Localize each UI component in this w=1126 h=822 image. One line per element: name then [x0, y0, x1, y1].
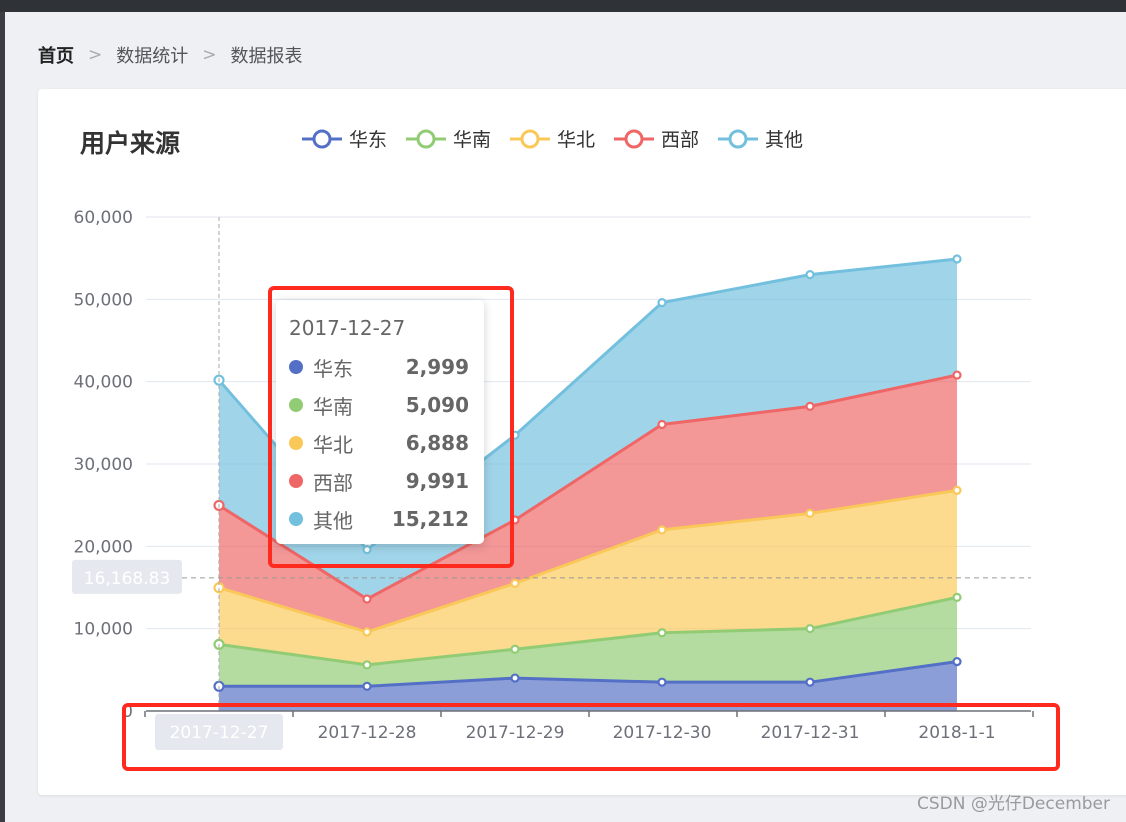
tooltip-row-south: 华南 5,090	[289, 390, 469, 420]
data-point-north	[657, 525, 667, 535]
y-tick-label: 0	[122, 702, 133, 722]
axis-pointer-y-badge	[72, 559, 182, 594]
data-point-west	[362, 594, 372, 604]
data-point-other	[510, 430, 520, 440]
x-tick-label: 2017-12-27	[170, 723, 269, 743]
tooltip-row-east: 华东 2,999	[289, 352, 469, 382]
data-point-east	[510, 673, 520, 683]
legend-label-west: 西部	[661, 129, 699, 151]
data-point-south	[805, 624, 815, 634]
tooltip-series-value: 9,991	[405, 469, 469, 493]
data-point-east	[805, 677, 815, 687]
tooltip-row-north: 华北 6,888	[289, 428, 469, 458]
series-line-south	[218, 595, 958, 667]
data-point-other	[805, 270, 815, 280]
series-dot-icon	[289, 360, 303, 374]
data-point-west	[805, 401, 815, 411]
legend-label-north: 华北	[557, 129, 595, 151]
legend-marker-icon	[728, 129, 748, 149]
breadcrumb-home[interactable]: 首页	[38, 46, 74, 67]
data-point-south	[362, 660, 372, 670]
legend-marker-icon	[312, 129, 332, 149]
legend-label-east: 华东	[349, 129, 387, 151]
data-point-east	[362, 681, 372, 691]
data-point-other	[952, 254, 962, 264]
sidebar-edge	[0, 12, 5, 822]
x-tick-label: 2017-12-30	[613, 723, 712, 743]
series-dot-icon	[289, 398, 303, 412]
tooltip-series-value: 2,999	[405, 355, 469, 379]
tooltip-series-name: 华东	[313, 356, 353, 381]
axis-pointer-x-badge	[155, 714, 283, 750]
series-dot-icon	[289, 474, 303, 488]
y-tick-label: 40,000	[74, 373, 133, 393]
axis-pointer-y-label: 16,168.83	[84, 569, 171, 589]
series-line-east	[218, 660, 958, 688]
x-tick-label: 2017-12-31	[761, 723, 860, 743]
data-point-north	[362, 627, 372, 637]
data-point-east	[952, 656, 962, 667]
breadcrumb-report: 数据报表	[230, 46, 303, 67]
breadcrumb-statistics[interactable]: 数据统计	[116, 46, 189, 67]
legend-label-other: 其他	[765, 129, 803, 151]
legend-marker-icon	[520, 129, 540, 149]
data-point-north	[805, 508, 815, 519]
data-point-east	[657, 677, 667, 687]
x-tick-label: 2018-1-1	[918, 723, 995, 743]
tooltip-row-other: 其他 15,212	[289, 504, 469, 534]
tooltip-date: 2017-12-27	[289, 316, 406, 340]
data-point-west	[510, 515, 520, 525]
data-point-north	[952, 485, 962, 495]
y-tick-label: 30,000	[74, 455, 133, 475]
data-point-south	[952, 592, 962, 602]
tooltip-series-name: 其他	[313, 508, 353, 533]
tooltip-series-name: 华北	[313, 432, 353, 457]
chevron-right-icon: >	[202, 45, 217, 65]
y-tick-label: 20,000	[74, 537, 133, 557]
y-tick-label: 10,000	[74, 620, 133, 640]
legend-label-south: 华南	[453, 129, 491, 151]
data-point-other	[657, 298, 667, 308]
series-line-west	[218, 373, 958, 601]
tooltip-series-value: 6,888	[405, 431, 469, 455]
chevron-right-icon: >	[88, 45, 103, 65]
tooltip-series-name: 西部	[313, 470, 353, 495]
data-point-south	[657, 628, 667, 638]
data-point-west	[952, 370, 962, 380]
area-west	[219, 375, 957, 632]
breadcrumb: 首页 > 数据统计 > 数据报表	[38, 40, 303, 70]
data-point-other	[362, 545, 372, 555]
legend-marker-icon	[624, 129, 644, 149]
x-tick-label: 2017-12-28	[318, 723, 417, 743]
area-other	[219, 258, 957, 600]
area-east	[219, 661, 957, 711]
series-line-north	[218, 488, 958, 634]
x-tick-label: 2017-12-29	[466, 723, 565, 743]
chart-tooltip: 2017-12-27 华东 2,999 华南 5,090 华北 6,888 西部…	[276, 300, 484, 544]
legend-marker-icon	[416, 129, 436, 149]
data-point-south	[510, 644, 520, 654]
series-dot-icon	[289, 436, 303, 450]
y-tick-label: 60,000	[74, 208, 133, 228]
series-dot-icon	[289, 512, 303, 526]
window-top-bar	[0, 0, 1126, 12]
tooltip-series-name: 华南	[313, 394, 353, 419]
card-title: 用户来源	[80, 129, 181, 158]
tooltip-series-value: 15,212	[391, 507, 469, 531]
y-tick-label: 50,000	[74, 290, 133, 310]
tooltip-series-value: 5,090	[405, 393, 469, 417]
watermark: CSDN @光仔December	[916, 794, 1110, 814]
data-point-west	[657, 419, 667, 430]
tooltip-row-west: 西部 9,991	[289, 466, 469, 496]
data-point-north	[510, 578, 520, 588]
